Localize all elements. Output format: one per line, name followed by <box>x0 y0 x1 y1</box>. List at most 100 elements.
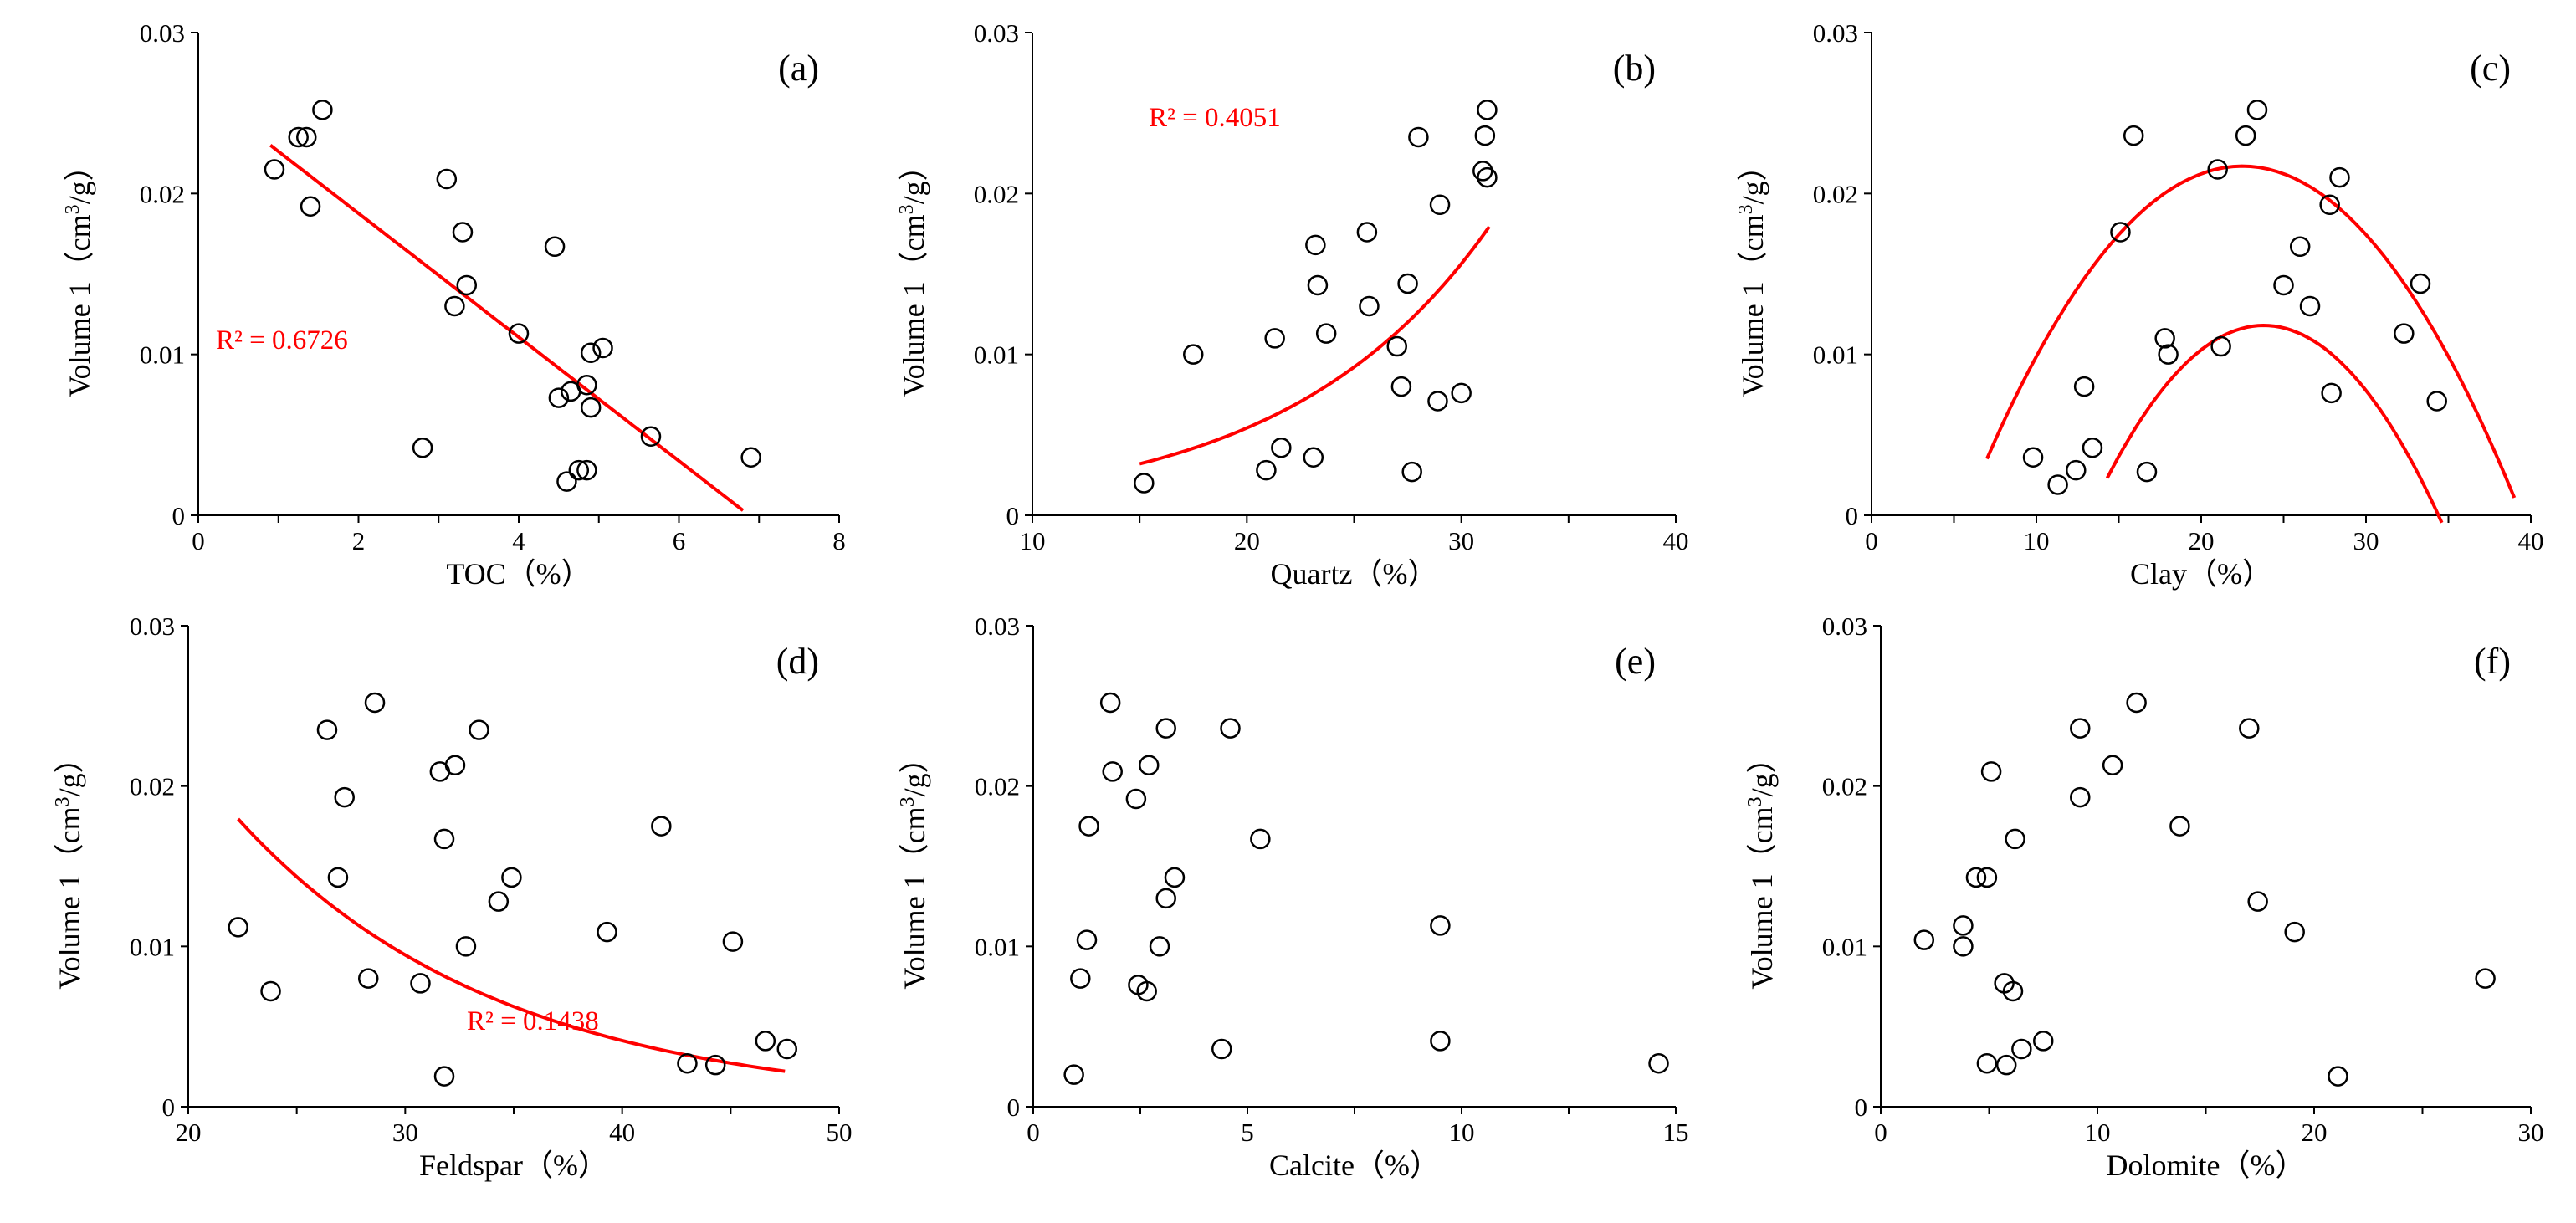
r-squared-label: R² = 0.4051 <box>1149 103 1281 133</box>
y-tick-label: 0 <box>1846 501 1859 530</box>
data-point <box>1136 980 1157 1002</box>
x-tick-label: 40 <box>1663 526 1689 555</box>
y-tick-label: 0.03 <box>130 612 175 641</box>
trend-line <box>269 144 745 512</box>
y-axis-label: Volume 1（cm3/g） <box>1735 151 1769 397</box>
y-tick-label: 0.02 <box>974 179 1019 208</box>
data-point <box>1256 459 1277 481</box>
data-point <box>1472 161 1493 182</box>
y-tick-label: 0 <box>1006 501 1020 530</box>
data-point <box>312 100 333 120</box>
data-point <box>2394 323 2415 344</box>
data-point <box>776 1038 798 1060</box>
data-point <box>2299 295 2321 317</box>
data-point <box>444 295 465 317</box>
r-squared-label: R² = 0.1438 <box>467 1006 599 1036</box>
data-point <box>264 159 285 180</box>
data-point <box>576 459 597 481</box>
data-point <box>740 447 761 468</box>
data-point <box>544 236 566 258</box>
y-tick-label: 0.01 <box>974 340 1019 370</box>
data-point <box>2102 755 2123 775</box>
data-point <box>1138 755 1160 775</box>
data-point <box>2136 461 2158 483</box>
data-point <box>1474 125 1496 146</box>
data-point <box>2410 273 2431 294</box>
y-tick-label: 0.01 <box>1813 340 1858 370</box>
y-tick-label: 0.03 <box>975 612 1020 641</box>
data-point <box>357 968 379 989</box>
x-tick-label: 4 <box>512 526 525 555</box>
panel-b: 10 20 30 40 0 0.01 0.02 0.03 Quartz（%） Volume 1（c… <box>896 18 1689 591</box>
data-point <box>2235 125 2256 146</box>
y-tick-label: 0.01 <box>975 932 1020 961</box>
data-point <box>2123 125 2144 146</box>
x-tick-label: 30 <box>1448 526 1474 555</box>
data-point <box>1995 1054 2017 1076</box>
y-tick-label: 0.01 <box>130 932 175 961</box>
data-point <box>1078 816 1099 837</box>
y-axis-label: Volume 1（cm3/g） <box>897 743 931 989</box>
panel-label: (e) <box>1615 641 1656 682</box>
data-point <box>755 1031 776 1052</box>
data-point <box>1220 718 1241 739</box>
data-point <box>1427 391 1448 412</box>
x-tick-label: 0 <box>1865 526 1878 555</box>
data-point <box>576 374 597 396</box>
x-tick-label: 20 <box>1234 526 1260 555</box>
y-tick-label: 0.01 <box>140 340 185 370</box>
panel-label: (b) <box>1613 48 1656 89</box>
x-tick-label: 10 <box>1020 526 1046 555</box>
y-tick-label: 0.02 <box>1822 772 1867 801</box>
data-point <box>722 931 744 952</box>
data-point <box>1401 461 1422 483</box>
data-point <box>260 980 281 1002</box>
data-point <box>2110 222 2131 243</box>
x-tick-label: 50 <box>827 1118 853 1147</box>
panel-d: 20 30 40 50 0 0.01 0.02 0.03 Feldspar（%） Volume 1… <box>52 612 853 1182</box>
data-point <box>2070 786 2091 808</box>
data-point <box>501 867 522 888</box>
data-point <box>1477 100 1498 120</box>
data-point <box>327 867 349 888</box>
data-point <box>2047 474 2068 495</box>
data-point <box>1477 166 1498 188</box>
data-point <box>1164 867 1186 888</box>
x-tick-label: 8 <box>832 526 846 555</box>
data-point <box>2328 1066 2348 1087</box>
data-point <box>1307 274 1329 296</box>
data-point <box>2011 1038 2032 1060</box>
data-point <box>548 387 570 408</box>
data-point <box>704 1054 726 1076</box>
data-point <box>300 196 321 217</box>
x-tick-label: 30 <box>2353 526 2379 555</box>
data-point <box>2207 159 2228 180</box>
data-point <box>2154 328 2175 349</box>
data-point <box>2284 921 2305 943</box>
data-point <box>433 1066 455 1087</box>
panel-c: 0 10 20 30 40 0 0.01 0.02 0.03 Clay（%） Volume 1（cm… <box>1735 18 2544 591</box>
data-point <box>2002 980 2024 1002</box>
y-axis-label: Volume 1（cm3/g） <box>52 743 86 989</box>
data-point <box>364 692 386 714</box>
y-tick-label: 0 <box>162 1093 176 1122</box>
data-point <box>2082 437 2103 458</box>
data-point <box>1070 968 1091 989</box>
x-tick-label: 15 <box>1663 1118 1689 1147</box>
x-tick-label: 6 <box>673 526 686 555</box>
data-point <box>2033 1031 2054 1052</box>
data-point <box>1953 936 1974 957</box>
y-tick-label: 0.03 <box>974 18 1019 48</box>
data-point <box>296 126 317 148</box>
data-point <box>2073 376 2095 397</box>
y-tick-label: 0.03 <box>1822 612 1867 641</box>
data-point <box>1134 473 1155 494</box>
data-point <box>1211 1038 1232 1060</box>
y-tick-label: 0 <box>1007 1093 1021 1122</box>
data-point <box>2158 344 2179 365</box>
data-point <box>1429 194 1451 216</box>
y-axis-label: Volume 1（cm3/g） <box>896 151 930 397</box>
panel-label: (a) <box>778 48 819 89</box>
x-axis-label: TOC（%） <box>446 557 591 591</box>
data-point <box>2329 166 2350 188</box>
